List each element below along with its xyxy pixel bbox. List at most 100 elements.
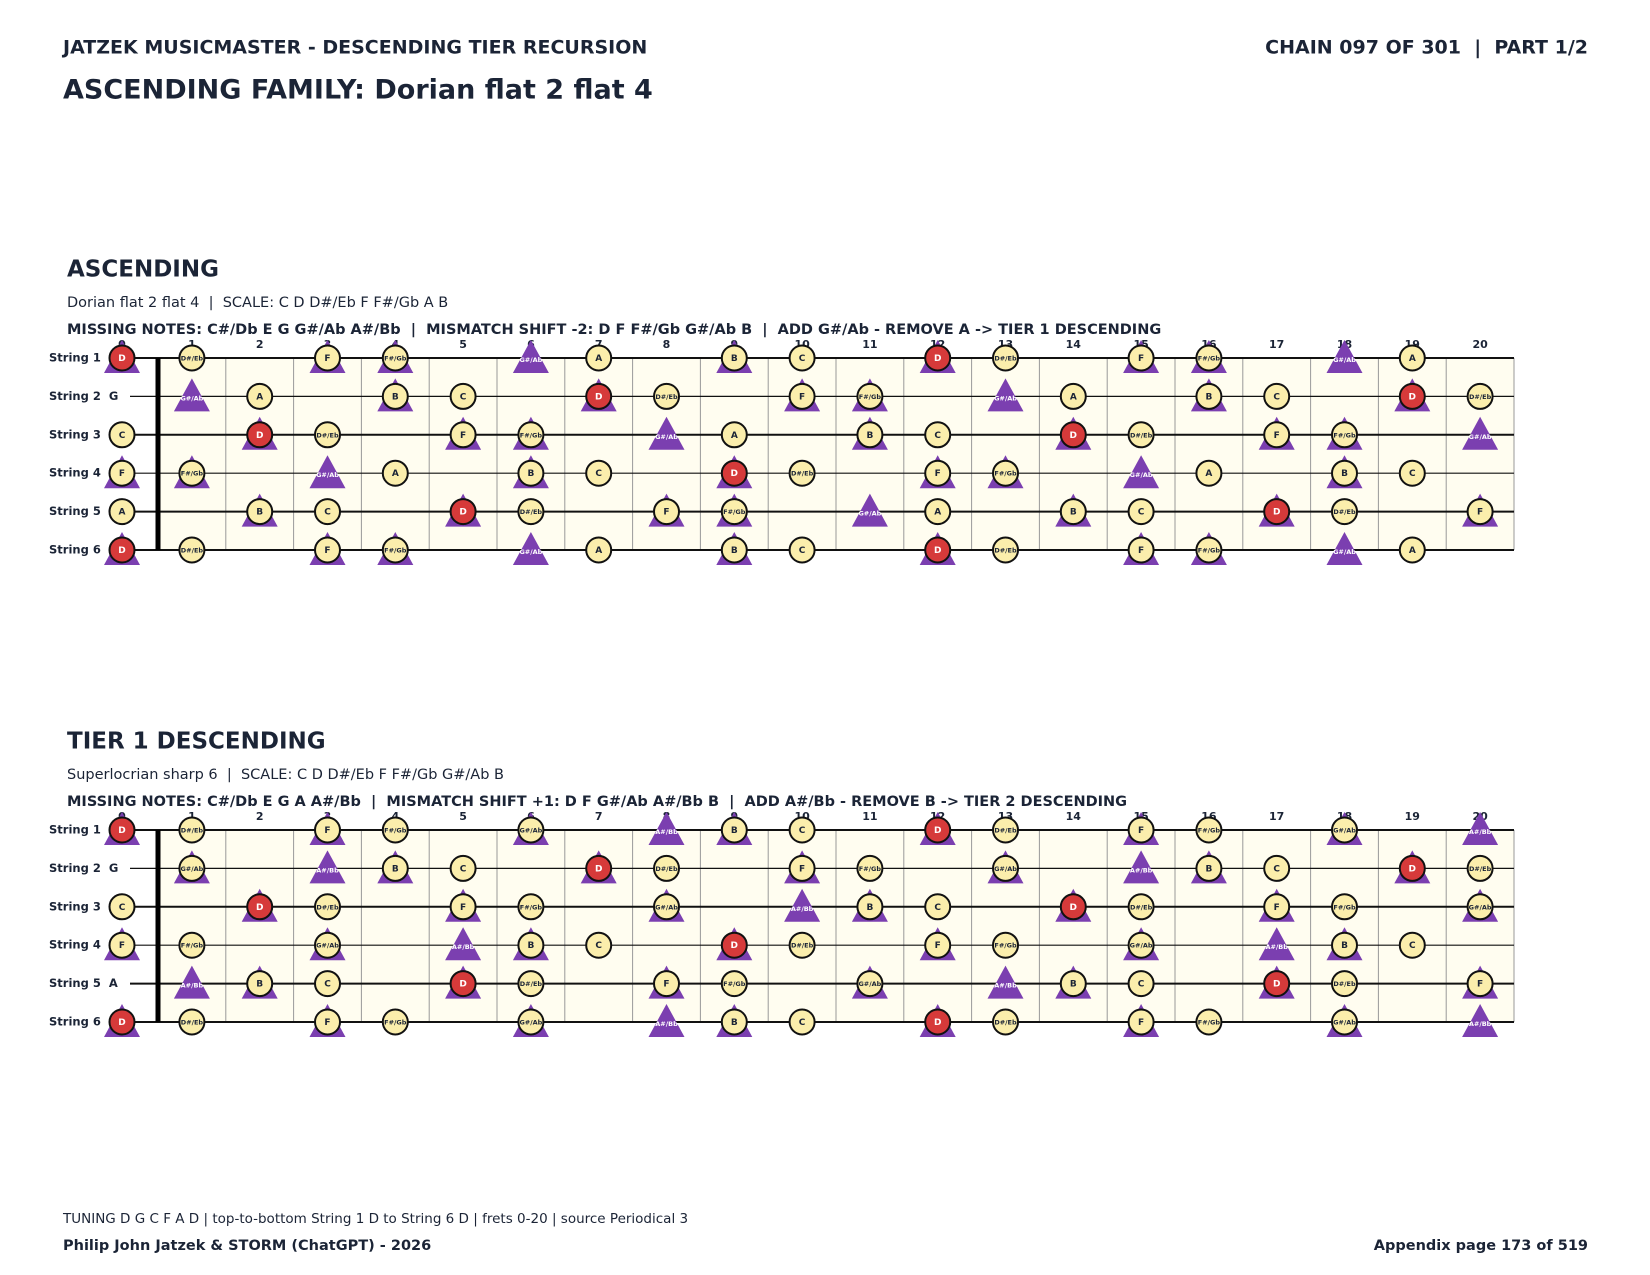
scale-note xyxy=(108,931,136,959)
note-label: F#/Gb xyxy=(1198,1019,1221,1027)
note-label: C xyxy=(460,392,467,402)
scale-note xyxy=(720,536,748,564)
note-label: G#/Ab xyxy=(519,827,542,835)
note-label: G#/Ab xyxy=(858,510,881,518)
note-label: F xyxy=(1477,980,1483,990)
note-label: D#/Eb xyxy=(181,355,204,363)
scale-note xyxy=(720,344,748,372)
scale-note xyxy=(449,854,477,882)
scale-note xyxy=(1466,498,1494,526)
note-label: A xyxy=(119,508,126,518)
root-note xyxy=(449,970,477,998)
fret-number: 19 xyxy=(1405,810,1420,823)
note-label: C xyxy=(1138,508,1145,518)
note-label: F#/Gb xyxy=(1333,431,1356,439)
fret-number: 7 xyxy=(595,810,603,823)
root-note xyxy=(1059,893,1087,921)
scale-note xyxy=(1398,536,1426,564)
note-label: D xyxy=(1409,864,1416,874)
scale-note xyxy=(178,931,206,959)
string-label: String 5 A xyxy=(49,504,118,518)
note-label: C xyxy=(799,546,806,556)
scale-note xyxy=(178,1008,206,1036)
note-label: F#/Gb xyxy=(723,980,746,988)
shift-triangle xyxy=(512,532,549,565)
scale-note xyxy=(1195,854,1223,882)
note-label: A#/Bb xyxy=(655,1020,678,1028)
root-note xyxy=(108,344,136,372)
note-label: D xyxy=(1070,431,1077,441)
note-label: A xyxy=(1070,392,1077,402)
scale-note xyxy=(1127,970,1155,998)
scale-note xyxy=(1127,498,1155,526)
note-label: D#/Eb xyxy=(520,980,543,988)
scale-note xyxy=(314,970,341,998)
note-label: G#/Ab xyxy=(180,394,203,402)
note-label: D#/Eb xyxy=(655,865,678,873)
root-note xyxy=(924,816,952,844)
scale-note xyxy=(314,931,341,959)
scale-note xyxy=(924,459,952,487)
note-label: A xyxy=(595,354,602,364)
root-note xyxy=(924,1008,952,1036)
scale-note xyxy=(1466,970,1494,998)
footer-credit: Philip John Jatzek & STORM (ChatGPT) - 2… xyxy=(63,1238,431,1254)
shift-triangle xyxy=(512,340,549,373)
scale-note xyxy=(788,1008,816,1036)
note-label: D#/Eb xyxy=(181,1019,204,1027)
note-label: D#/Eb xyxy=(316,903,339,911)
note-label: C xyxy=(799,1018,806,1028)
note-label: A#/Bb xyxy=(316,866,339,874)
root-note xyxy=(924,536,952,564)
scale-note xyxy=(788,344,816,372)
note-label: C xyxy=(1138,980,1145,990)
scale-note xyxy=(788,536,816,564)
note-label: D xyxy=(731,941,738,951)
note-label: D#/Eb xyxy=(1469,865,1492,873)
note-label: D#/Eb xyxy=(1333,980,1356,988)
note-label: D xyxy=(1070,903,1077,913)
fret-number: 8 xyxy=(663,338,671,351)
scale-note xyxy=(1195,459,1223,487)
string-label: String 1 D xyxy=(49,351,118,365)
note-label: F xyxy=(935,941,941,951)
note-label: D xyxy=(595,392,602,402)
note-label: D#/Eb xyxy=(316,431,339,439)
scale-note xyxy=(992,1008,1019,1036)
scale-note xyxy=(246,498,274,526)
scale-note xyxy=(449,382,477,410)
page-title: ASCENDING FAMILY: Dorian flat 2 flat 4 xyxy=(63,75,653,106)
note-label: G#/Ab xyxy=(1333,548,1356,556)
note-label: F xyxy=(119,469,125,479)
shift-triangle xyxy=(1258,927,1295,961)
string-label: String 1 D xyxy=(49,823,118,837)
note-label: D xyxy=(1409,392,1416,402)
scale-note xyxy=(1127,536,1155,564)
note-label: F#/Gb xyxy=(723,508,746,516)
scale-note xyxy=(381,536,409,564)
panel-subtitle: Superlocrian sharp 6 | SCALE: C D D#/Eb … xyxy=(67,767,504,783)
scale-note xyxy=(992,816,1019,844)
scale-note xyxy=(178,536,206,564)
string-label: String 6 D xyxy=(49,1015,118,1029)
note-label: D xyxy=(459,980,466,990)
scale-note xyxy=(1263,893,1291,921)
note-label: D#/Eb xyxy=(655,393,678,401)
note-label: B xyxy=(392,864,399,874)
scale-note xyxy=(1331,931,1358,959)
scale-note xyxy=(1127,931,1155,959)
note-label: B xyxy=(1341,941,1348,951)
note-label: F#/Gb xyxy=(520,903,543,911)
scale-note xyxy=(314,893,341,921)
note-label: D#/Eb xyxy=(520,508,543,516)
note-label: G#/Ab xyxy=(180,865,203,873)
scale-note xyxy=(1059,498,1087,526)
scale-note xyxy=(381,816,409,844)
note-label: D#/Eb xyxy=(791,470,814,478)
scale-note xyxy=(1127,421,1155,449)
note-label: A xyxy=(934,508,941,518)
fret-number: 14 xyxy=(1066,338,1082,351)
scale-note xyxy=(1331,498,1358,526)
scale-note xyxy=(178,854,206,882)
